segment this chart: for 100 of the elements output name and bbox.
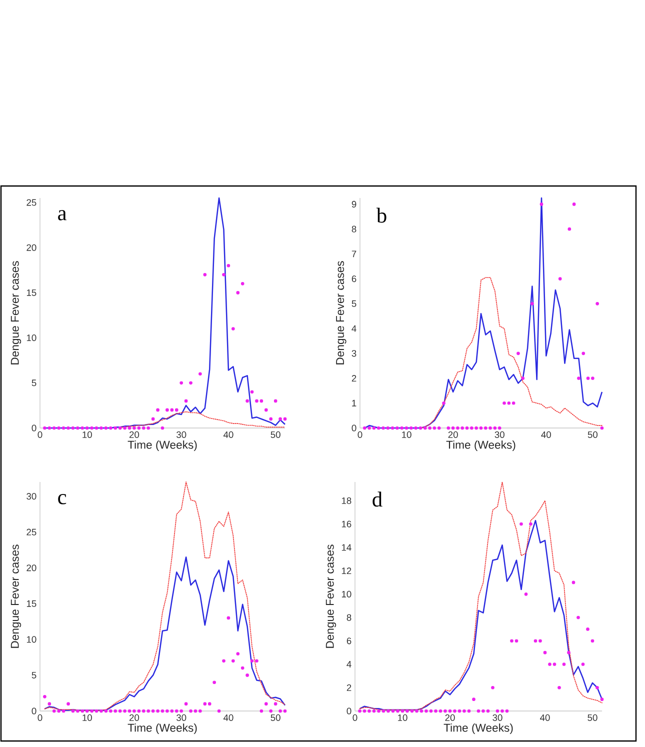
point bbox=[43, 695, 46, 698]
point bbox=[123, 426, 126, 430]
point bbox=[581, 662, 585, 666]
annotation: a bbox=[58, 210, 66, 220]
y-tick-label: 25 bbox=[26, 199, 36, 206]
point bbox=[48, 702, 52, 706]
x-tick-label: 40 bbox=[540, 714, 550, 721]
point bbox=[482, 709, 485, 713]
point bbox=[104, 709, 108, 713]
point bbox=[246, 674, 249, 677]
point bbox=[390, 426, 394, 430]
point bbox=[128, 426, 132, 430]
x-tick-label: 30 bbox=[176, 431, 186, 438]
y-tick-label: 2 bbox=[346, 684, 352, 691]
x-tick-label: 40 bbox=[223, 431, 234, 438]
point bbox=[586, 628, 590, 631]
y-tick-label: 5 bbox=[32, 380, 36, 386]
point bbox=[104, 426, 108, 430]
point bbox=[534, 639, 538, 643]
point bbox=[151, 709, 155, 713]
point bbox=[90, 426, 94, 430]
x-axis-title: Time (Weeks) bbox=[128, 723, 197, 734]
point bbox=[283, 709, 287, 713]
point bbox=[189, 381, 192, 385]
point bbox=[269, 709, 273, 713]
point bbox=[236, 291, 240, 294]
x-tick-label: 50 bbox=[270, 431, 280, 438]
point bbox=[123, 709, 126, 713]
point bbox=[80, 426, 84, 430]
annotation: b bbox=[376, 208, 386, 223]
point bbox=[429, 709, 433, 713]
point bbox=[400, 426, 404, 430]
point bbox=[552, 662, 556, 666]
x-tick-label: 50 bbox=[588, 431, 598, 438]
point bbox=[562, 662, 566, 666]
point bbox=[109, 426, 112, 430]
point bbox=[283, 417, 287, 421]
y-tick-label: 15 bbox=[26, 600, 36, 607]
point bbox=[362, 709, 366, 713]
x-tick-label: 30 bbox=[176, 714, 186, 721]
point bbox=[415, 709, 418, 713]
point bbox=[448, 709, 452, 713]
point bbox=[572, 580, 576, 584]
point bbox=[250, 659, 254, 663]
y-tick-label: 10 bbox=[26, 636, 36, 643]
x-axis-title: Time (Weeks) bbox=[444, 723, 513, 734]
point bbox=[472, 698, 476, 701]
y-tick-label: 10 bbox=[26, 334, 36, 342]
point bbox=[582, 352, 586, 356]
point bbox=[217, 709, 221, 713]
point bbox=[418, 426, 422, 430]
point bbox=[498, 426, 502, 430]
point bbox=[57, 426, 61, 430]
point bbox=[142, 709, 146, 713]
point bbox=[240, 282, 244, 286]
point bbox=[410, 426, 413, 430]
point bbox=[462, 709, 466, 713]
point bbox=[128, 709, 132, 713]
point bbox=[521, 376, 525, 380]
point bbox=[558, 277, 562, 280]
point bbox=[382, 709, 386, 713]
point bbox=[114, 709, 118, 713]
y-tick-label: 14 bbox=[342, 544, 352, 551]
point bbox=[174, 709, 178, 713]
point bbox=[180, 381, 184, 385]
point bbox=[269, 417, 273, 421]
point bbox=[458, 709, 462, 713]
point bbox=[358, 709, 362, 713]
y-tick-label: 0 bbox=[32, 424, 36, 432]
x-tick-label: 30 bbox=[494, 431, 504, 438]
point bbox=[460, 426, 464, 430]
point bbox=[71, 426, 75, 430]
point bbox=[476, 709, 480, 713]
point bbox=[250, 390, 254, 394]
point bbox=[132, 709, 136, 713]
point bbox=[222, 272, 226, 276]
point bbox=[424, 709, 428, 713]
point bbox=[109, 709, 112, 713]
point bbox=[142, 426, 146, 430]
y-tick-label: 8 bbox=[346, 614, 352, 621]
point bbox=[132, 426, 136, 430]
point bbox=[576, 616, 580, 620]
point bbox=[437, 426, 441, 430]
x-tick-label: 0 bbox=[38, 714, 42, 721]
point bbox=[391, 709, 395, 713]
y-tick-label: 12 bbox=[342, 568, 352, 574]
x-tick-label: 20 bbox=[448, 431, 458, 438]
point bbox=[453, 709, 456, 713]
point bbox=[71, 709, 75, 713]
point bbox=[467, 709, 471, 713]
point bbox=[151, 417, 155, 421]
x-tick-label: 10 bbox=[82, 431, 92, 438]
point bbox=[376, 426, 380, 430]
y-tick-label: 10 bbox=[342, 590, 352, 598]
point bbox=[507, 401, 511, 405]
point bbox=[404, 426, 408, 430]
point bbox=[137, 709, 141, 713]
point bbox=[432, 426, 436, 430]
y-tick-label: 15 bbox=[26, 289, 36, 296]
y-tick-label: 8 bbox=[352, 226, 356, 232]
